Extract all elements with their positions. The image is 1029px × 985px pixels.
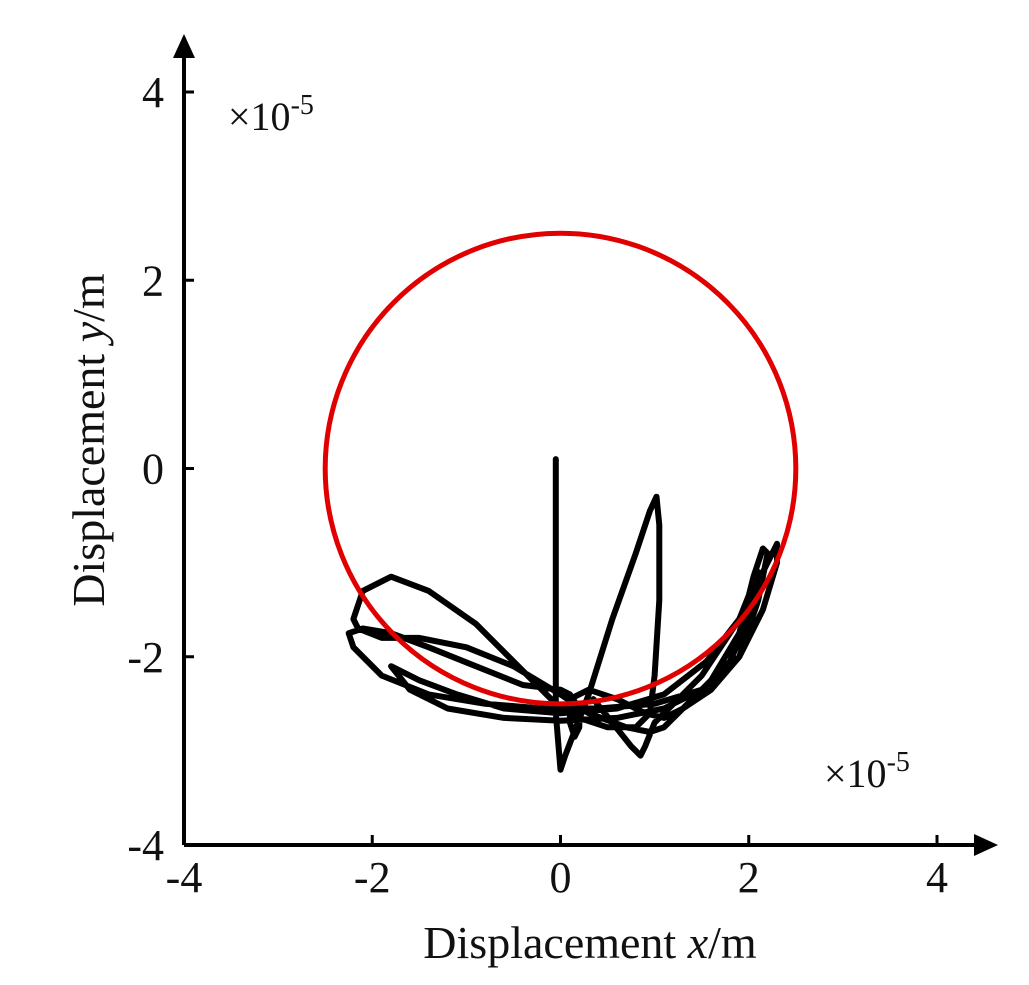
y-tick-label: 4 — [142, 68, 164, 117]
x-tick-label: -4 — [166, 853, 203, 902]
x-scale-note: ×10-5 — [824, 747, 910, 796]
y-axis-title: Displacement y/m — [63, 273, 114, 607]
orbit-trajectory-line — [345, 456, 780, 773]
x-tick-label: -2 — [354, 853, 391, 902]
plot-area — [322, 230, 799, 773]
y-tick-label: 2 — [142, 256, 164, 305]
x-axis-arrowhead — [974, 834, 998, 856]
y-tick-label: -2 — [127, 633, 164, 682]
y-axis-arrowhead — [173, 34, 195, 58]
clearance-circle — [322, 230, 799, 707]
x-axis-title: Displacement x/m — [423, 917, 757, 968]
axes — [173, 34, 998, 856]
tick-labels: -4 -2 0 2 4 -4 -2 0 2 4 — [127, 68, 948, 902]
y-scale-note: ×10-5 — [228, 90, 314, 139]
x-tick-label: 4 — [926, 853, 948, 902]
x-tick-label: 0 — [550, 853, 572, 902]
x-tick-label: 2 — [738, 853, 760, 902]
y-tick-label: -4 — [127, 821, 164, 870]
y-tick-label: 0 — [142, 445, 164, 494]
